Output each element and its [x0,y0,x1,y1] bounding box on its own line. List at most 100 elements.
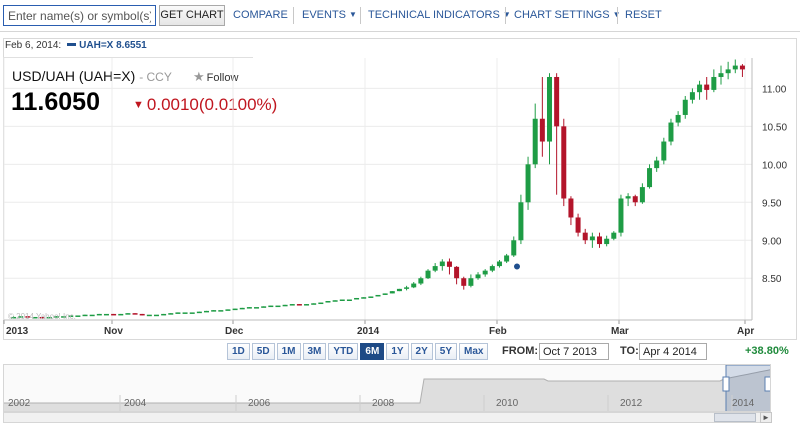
reset-button[interactable]: RESET [625,9,662,21]
range-button-3m[interactable]: 3M [302,343,327,360]
candle-body [268,305,274,308]
toolbar-divider [617,7,618,24]
candle-body [561,126,567,199]
candle-body [604,238,610,245]
range-button-max[interactable]: Max [459,343,489,360]
range-button-ytd[interactable]: YTD [328,343,359,360]
series-swatch-icon [67,43,77,46]
candle-body [232,308,238,311]
candle-body [461,278,467,286]
candle-body [539,118,545,142]
from-date-input[interactable] [539,343,609,360]
navigator-year-label: 2014 [732,398,755,409]
candle-body [404,287,410,289]
range-button-1d[interactable]: 1D [227,343,250,360]
navigator-line [4,369,770,404]
candle-body [332,300,338,302]
candle-body [504,255,510,262]
to-label: TO: [620,345,639,357]
range-button-1m[interactable]: 1M [276,343,301,360]
candle-body [325,301,331,303]
timeline-navigator[interactable]: 2002 2004 2006 2008 2010 2012 2014 [3,364,771,412]
candle-body [697,84,703,93]
navigator-year-label: 2002 [8,398,31,409]
events-menu[interactable]: EVENTS ▼ [302,9,357,21]
to-date-input[interactable] [639,343,707,360]
get-chart-button[interactable]: GET CHART [159,5,225,26]
candle-body [18,316,24,318]
candle-body [489,266,495,271]
range-change-percent: +38.80% [745,345,789,357]
candle-body [375,294,381,297]
symbol-search-input[interactable] [3,5,156,26]
hover-point-marker [513,262,521,271]
range-button-5d[interactable]: 5D [251,343,275,360]
navigator-scrollbar[interactable] [3,412,771,423]
candle-body [82,314,88,317]
candle-body [46,316,52,319]
y-tick-label: 8.50 [762,274,782,285]
candle-body [204,310,210,313]
y-tick-label: 11.00 [762,84,787,95]
candle-body [454,266,460,279]
navigator-scroll-thumb[interactable] [714,413,756,422]
candle-body [711,76,717,90]
crosshair-readout: Feb 6, 2014: UAH=X 8.6551 [5,40,147,57]
candle-body [282,304,288,307]
caret-down-icon: ▼ [502,10,511,19]
candle-body [382,293,388,295]
scroll-right-button[interactable]: ► [760,412,772,423]
candle-body [61,316,67,318]
navigator-right-handle[interactable] [764,376,771,392]
range-button-1y[interactable]: 1Y [386,343,409,360]
candle-body [275,305,281,308]
candle-body [239,307,245,310]
x-tick-label: Mar [611,326,629,337]
range-button-2y[interactable]: 2Y [410,343,433,360]
candle-body [689,92,695,100]
chart-settings-menu[interactable]: CHART SETTINGS▼ [514,9,620,21]
candle-body [639,187,645,203]
change-value: 0.0010 [146,95,199,114]
quote-exchange: - CCY [139,70,172,84]
candle-body [704,84,710,90]
candle-body [246,307,252,309]
compare-label: COMPARE [233,9,288,21]
range-button-5y[interactable]: 5Y [434,343,458,360]
candle-body [589,236,595,241]
y-tick-label: 9.50 [762,198,782,209]
candle-body [339,299,345,301]
navigator-sparkline: 2002 2004 2006 2008 2010 2012 2014 [4,365,771,411]
candle-body [146,314,152,317]
navigator-area [4,369,770,411]
compare-menu[interactable]: COMPARE [233,9,288,21]
quote-symbol-name: USD/UAH (UAH=X) [12,68,136,84]
events-label: EVENTS [302,9,347,21]
candle-body [75,315,81,317]
last-price: 11.6050 [11,88,100,116]
candle-body [625,196,631,199]
change-percent: (0.0100%) [198,95,278,114]
x-tick-label: Feb [489,326,507,337]
candle-body [361,297,367,299]
y-tick-label: 10.00 [762,160,787,171]
technical-indicators-menu[interactable]: TECHNICAL INDICATORS ▼ [368,9,511,21]
candle-body [39,316,45,319]
follow-button[interactable]: ★ Follow [193,69,238,85]
candle-body [96,313,102,316]
readout-divider [3,57,253,58]
candle-body [118,313,124,316]
price-chart[interactable]: 2013 Nov Dec 2014 Feb Mar Apr 8.50 9.00 9.50 10.0… [0,0,800,340]
candle-body [68,315,74,317]
crosshair-date: Feb 6, 2014: [5,40,62,51]
candle-body [575,217,581,233]
technical-indicators-label: TECHNICAL INDICATORS [368,9,500,21]
range-button-6m[interactable]: 6M [360,343,385,360]
x-tick-label: 2013 [6,326,29,337]
candle-body [175,312,181,314]
candle-body [682,99,688,115]
chevron-right-icon: ► [762,413,770,422]
candle-body [618,198,624,233]
navigator-year-label: 2006 [248,398,271,409]
navigator-left-handle[interactable] [722,376,730,392]
